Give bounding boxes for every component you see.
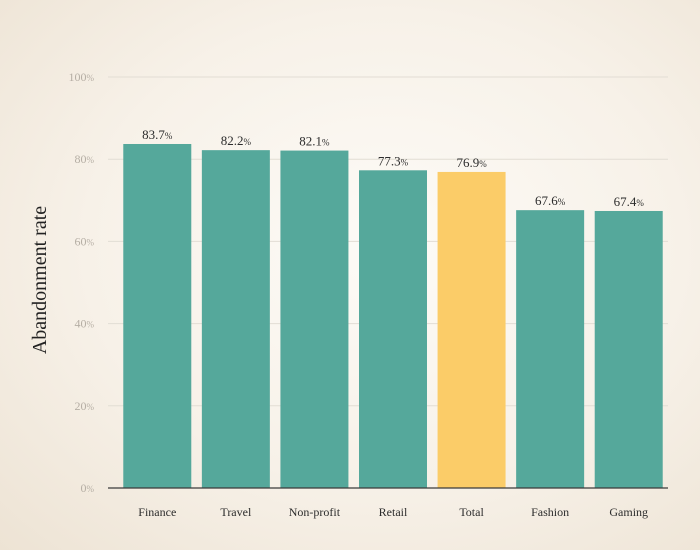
x-tick-label-total: Total [459, 505, 484, 519]
value-label-finance: 83.7% [142, 127, 173, 142]
y-axis-title: Abandonment rate [29, 206, 51, 354]
value-label-fashion: 67.6% [535, 193, 566, 208]
value-labels: 83.7% 82.2% 82.1% 77.3% 76.9% 67.6% 67.4% [142, 127, 644, 209]
x-tick-label-gaming: Gaming [609, 505, 648, 519]
x-tick-label-finance: Finance [138, 505, 176, 519]
bar-retail [359, 170, 427, 488]
bar-gaming [594, 210, 663, 488]
y-tick-label-40: 40% [75, 317, 95, 331]
x-tick-label-non-profit: Non-profit [289, 505, 341, 519]
x-axis-labels: Finance Travel Non-profit Retail Total Fashio… [138, 505, 648, 519]
bar-non-profit [280, 150, 349, 488]
value-label-non-profit: 82.1% [299, 134, 330, 149]
y-tick-label-100: 100% [69, 70, 95, 84]
bar-total [437, 171, 506, 489]
x-tick-label-retail: Retail [379, 505, 408, 519]
bar-fashion [516, 210, 585, 488]
bars [123, 143, 663, 489]
y-tick-label-0: 0% [81, 481, 95, 495]
bar-finance [123, 143, 192, 489]
value-label-retail: 77.3% [378, 153, 409, 168]
value-label-total: 76.9% [456, 155, 487, 170]
value-label-travel: 82.2% [221, 133, 252, 148]
x-tick-label-travel: Travel [220, 505, 252, 519]
y-axis-ticks: 0% 20% 40% 60% 80% 100% [69, 70, 95, 495]
value-label-gaming: 67.4% [614, 194, 645, 209]
x-tick-label-fashion: Fashion [531, 505, 569, 519]
y-tick-label-20: 20% [75, 399, 95, 413]
y-tick-label-60: 60% [75, 234, 95, 248]
y-tick-label-80: 80% [75, 152, 95, 166]
bar-travel [201, 150, 270, 488]
